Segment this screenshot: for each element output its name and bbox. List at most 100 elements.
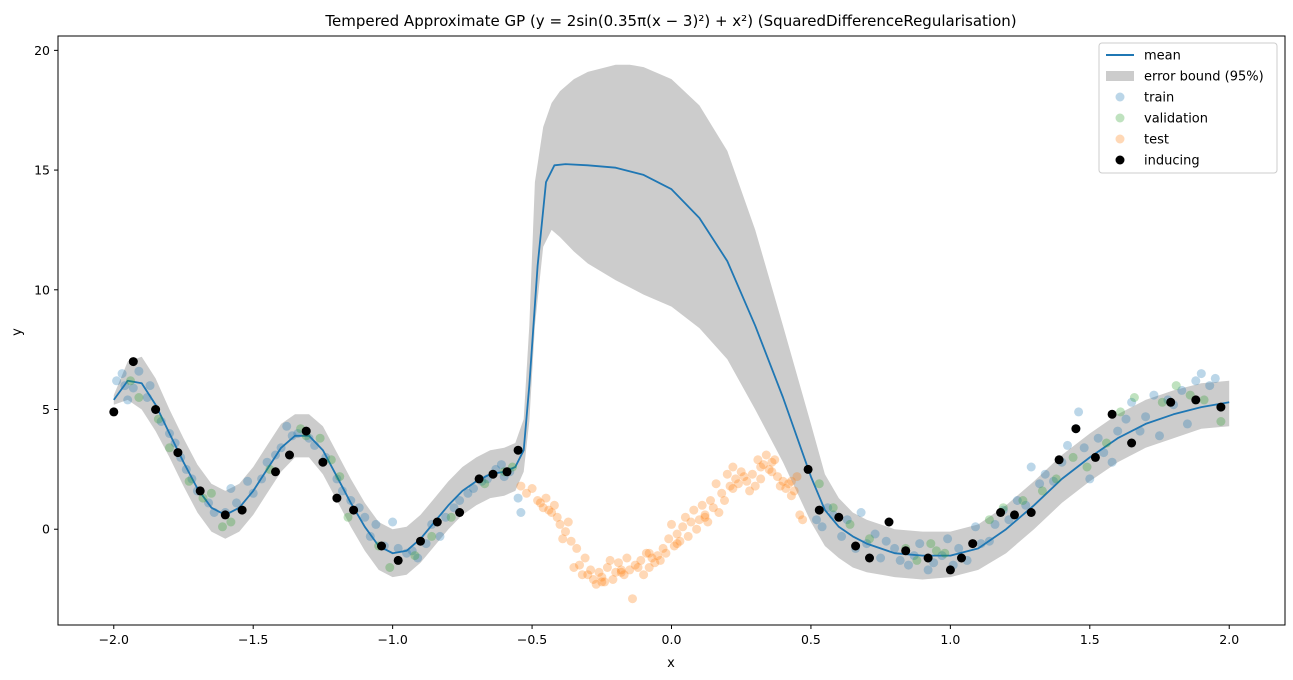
train-point	[1079, 443, 1089, 453]
test-point	[717, 488, 727, 498]
test-point	[641, 548, 651, 558]
validation-point	[165, 443, 174, 453]
train-point	[407, 546, 417, 556]
test-point	[680, 512, 690, 522]
train-point	[890, 543, 900, 553]
inducing-point	[1191, 395, 1201, 405]
inducing-point	[814, 505, 824, 515]
train-point	[170, 438, 180, 448]
test-point	[773, 472, 782, 482]
mean-line	[113, 163, 1230, 557]
validation-point	[940, 548, 950, 558]
test-point	[608, 575, 618, 584]
inducing-point	[474, 474, 484, 484]
y-tick-label: 0	[42, 522, 50, 537]
test-point	[700, 512, 710, 522]
test-point	[747, 469, 757, 479]
test-point	[563, 517, 573, 527]
test-point	[778, 476, 788, 486]
test-point	[761, 450, 771, 460]
test-point	[628, 594, 637, 604]
test-point	[703, 517, 713, 527]
legend-label: train	[1144, 91, 1174, 106]
train-point	[1035, 479, 1045, 489]
inducing-point	[173, 448, 183, 458]
test-point	[561, 527, 570, 537]
train-point	[1085, 474, 1095, 484]
x-tick-label: 1.0	[940, 632, 960, 647]
inducing-point	[1026, 508, 1036, 517]
train-point	[282, 421, 292, 431]
validation-point	[218, 522, 227, 532]
validation-point	[1018, 496, 1028, 505]
train-point	[226, 484, 236, 493]
test-point	[605, 555, 615, 565]
inducing-point	[237, 505, 247, 515]
test-point	[714, 508, 724, 517]
train-point	[469, 484, 478, 493]
test-point	[580, 553, 590, 563]
train-point	[1074, 407, 1084, 417]
test-point	[781, 484, 791, 493]
test-point	[633, 563, 643, 572]
train-point	[262, 457, 272, 467]
test-point	[644, 548, 654, 558]
test-point	[786, 491, 796, 501]
train-point	[120, 381, 130, 391]
test-point	[549, 500, 559, 510]
inducing-point	[968, 539, 978, 549]
test-point	[522, 488, 531, 498]
inducing-point	[1127, 438, 1137, 448]
train-point	[209, 508, 219, 517]
test-point	[535, 498, 545, 508]
test-point	[731, 474, 741, 484]
y-axis-label: y	[10, 328, 25, 336]
test-point	[759, 460, 768, 470]
inducing-point	[851, 541, 861, 551]
validation-point	[984, 515, 994, 525]
test-point	[575, 560, 584, 570]
test-point	[742, 476, 752, 486]
inducing-point	[455, 508, 465, 517]
inducing-point	[502, 467, 512, 477]
train-point	[1177, 385, 1187, 395]
validation-point	[385, 563, 395, 572]
test-point	[739, 472, 749, 482]
validation-point	[126, 376, 135, 386]
validation-point	[828, 503, 838, 513]
train-point	[293, 429, 303, 438]
test-point	[678, 522, 688, 532]
train-point	[915, 539, 925, 549]
test-point	[619, 570, 629, 580]
train-point	[1210, 373, 1220, 383]
test-point	[630, 560, 640, 570]
test-point	[558, 534, 568, 544]
train-point	[876, 553, 886, 563]
train-point	[145, 381, 155, 391]
train-point	[1155, 431, 1164, 441]
inducing-point	[865, 553, 874, 563]
train-point	[1149, 390, 1159, 400]
test-point	[586, 565, 596, 575]
train-point	[881, 536, 891, 546]
train-point	[402, 548, 412, 558]
train-point	[496, 460, 506, 470]
validation-point	[335, 472, 345, 482]
train-point	[1141, 412, 1151, 422]
train-point	[435, 531, 445, 541]
train-point	[1113, 426, 1123, 436]
test-point	[547, 508, 557, 517]
train-point	[1107, 457, 1117, 467]
train-point	[1099, 448, 1109, 458]
legend-inducing-swatch	[1115, 155, 1125, 165]
legend-label: error bound (95%)	[1144, 70, 1264, 85]
test-point	[569, 563, 579, 572]
validation-point	[926, 539, 936, 549]
y-tick-label: 15	[34, 163, 50, 178]
validation-point	[1216, 417, 1226, 426]
validation-point	[1102, 438, 1111, 448]
y-tick-label: 10	[34, 282, 50, 297]
legend-label: inducing	[1144, 154, 1200, 169]
x-axis-ticks: −2.0 −1.5 −1.0 −0.5 0.0 0.5 1.0 1.5 2.0	[99, 625, 1239, 647]
validation-point	[153, 414, 163, 424]
